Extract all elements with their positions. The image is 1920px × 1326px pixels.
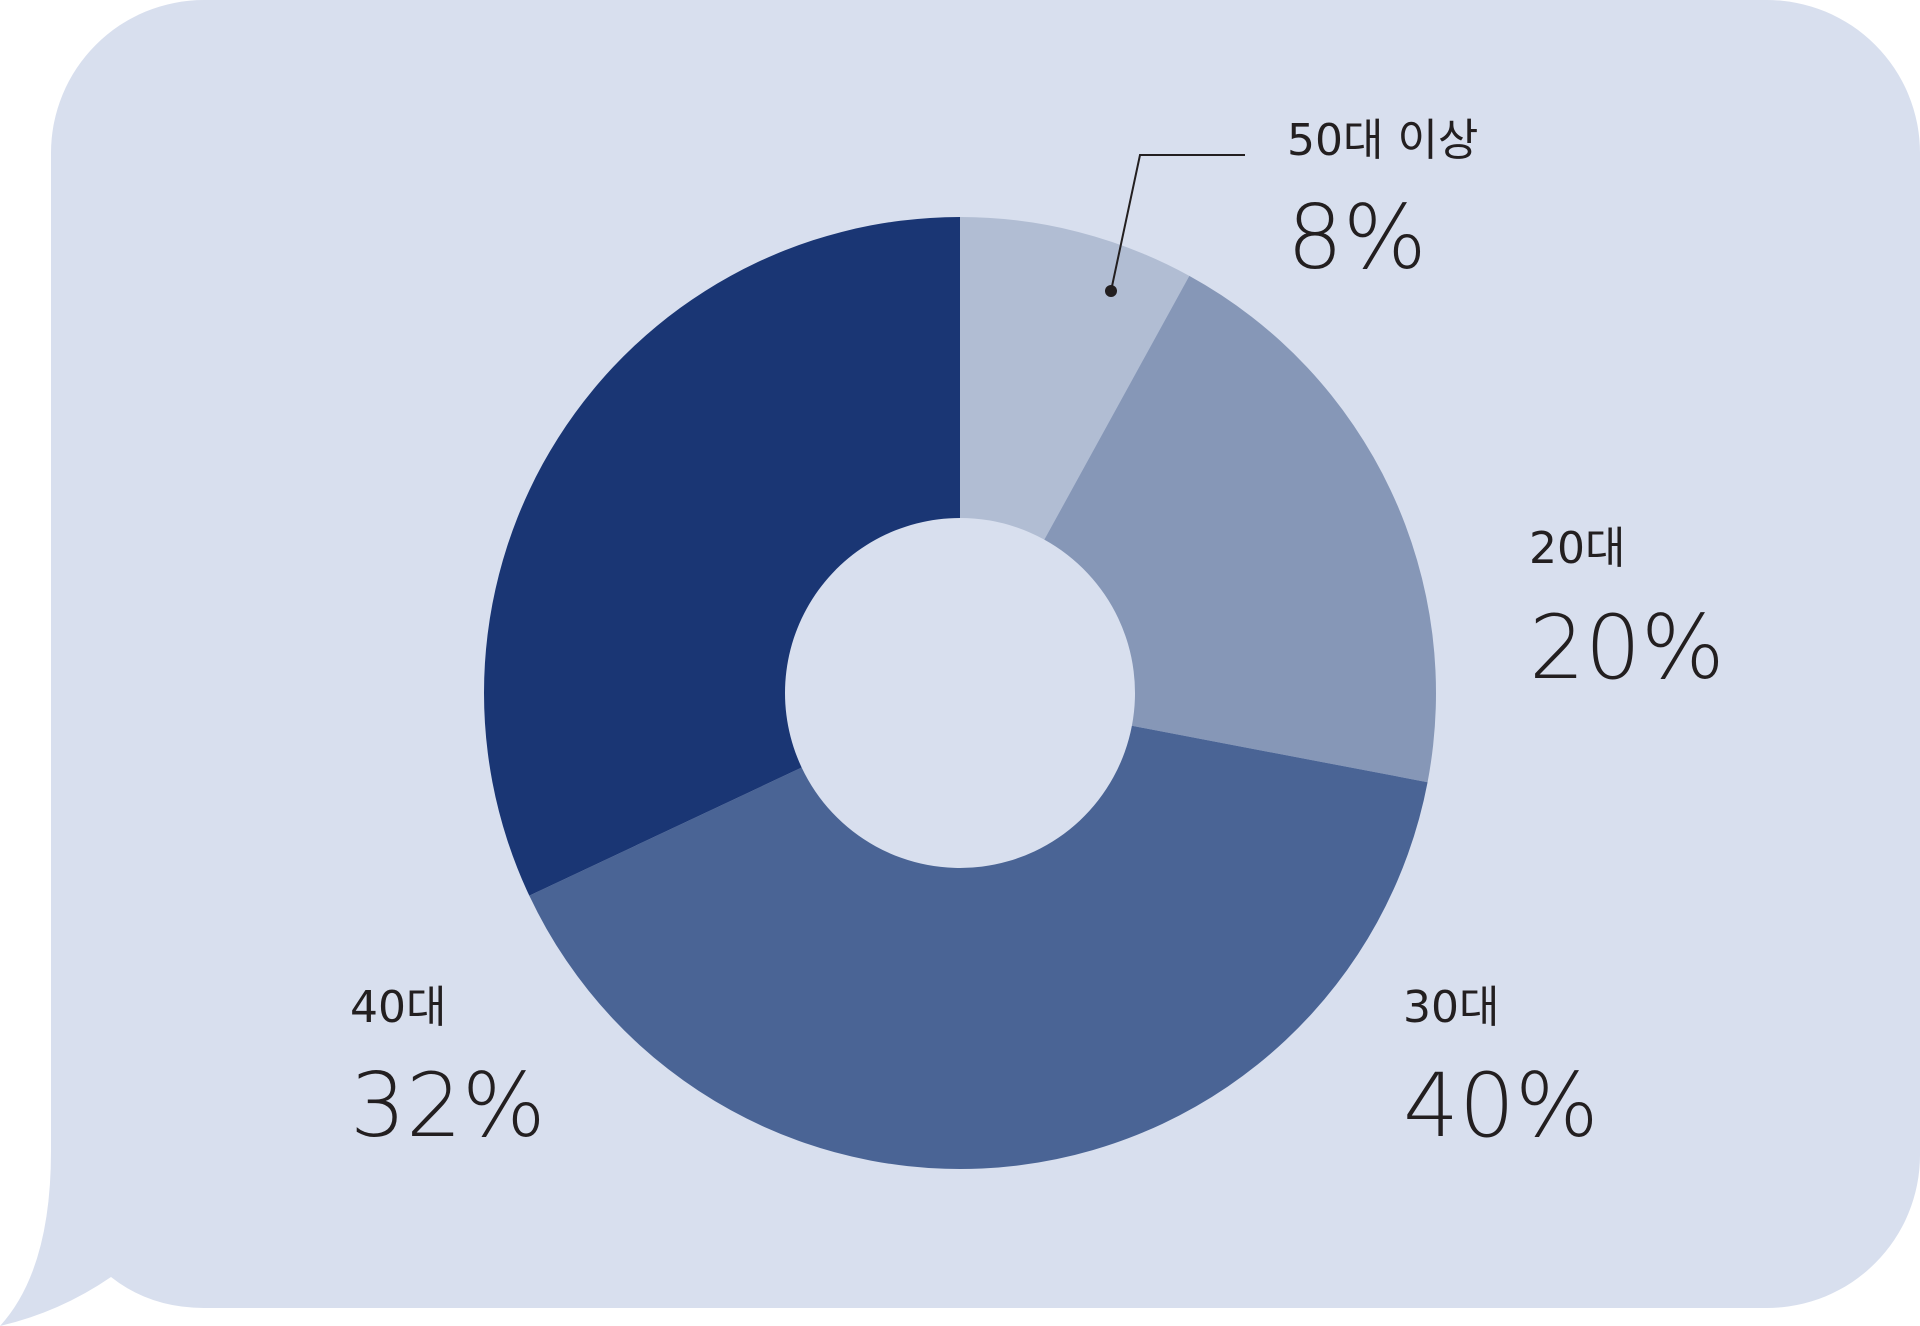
value-label: 20% bbox=[1529, 596, 1725, 699]
category-label: 20대 bbox=[1529, 523, 1625, 574]
value-label: 32% bbox=[350, 1054, 546, 1157]
value-label: 8% bbox=[1287, 186, 1427, 289]
value-label: 40% bbox=[1403, 1054, 1599, 1157]
leader-line bbox=[1110, 154, 1245, 292]
donut-segment bbox=[960, 217, 1190, 540]
category-label: 40대 bbox=[350, 982, 446, 1033]
donut-segment bbox=[1044, 275, 1436, 783]
leader-dot bbox=[1105, 285, 1117, 297]
category-label: 50대 이상 bbox=[1287, 115, 1478, 166]
donut-segment bbox=[483, 217, 960, 896]
donut-segment bbox=[529, 725, 1428, 1169]
category-label: 30대 bbox=[1403, 982, 1499, 1033]
